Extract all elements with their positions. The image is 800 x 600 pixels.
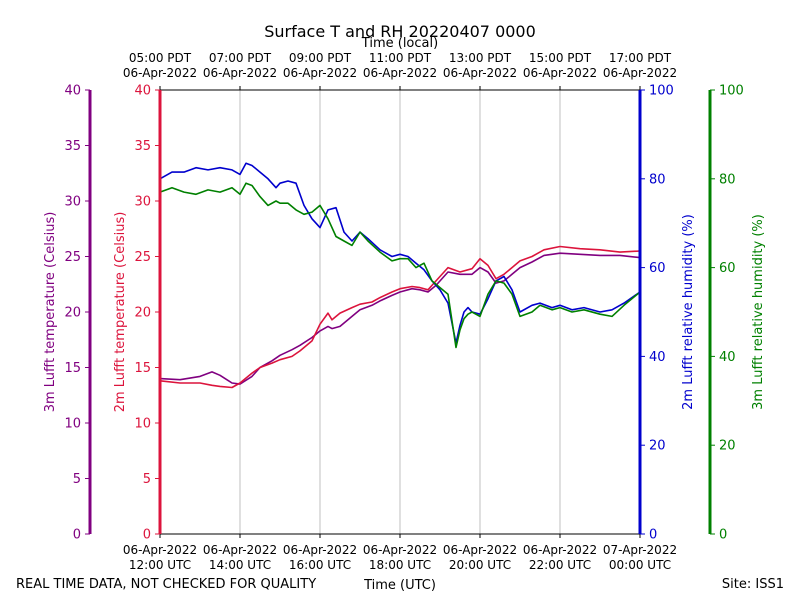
y-tick-label-rh2: 40: [649, 350, 666, 365]
x-tick-label-top-date: 06-Apr-2022: [523, 66, 597, 80]
y-axis-label-rh3: 3m Lufft relative humidity (%): [751, 214, 766, 410]
x-tick-label-bottom-date: 06-Apr-2022: [203, 543, 277, 557]
y-axis-label-rh2: 2m Lufft relative humidity (%): [681, 214, 696, 410]
x-tick-label-top-time: 07:00 PDT: [209, 51, 272, 65]
y-tick-label-t3: 35: [64, 139, 81, 154]
x-tick-label-bottom-time: 14:00 UTC: [209, 558, 271, 572]
y-tick-label-t2: 35: [134, 139, 151, 154]
axis-2m-humidity: 0 20 40 60 80 100 2m Lufft relative humidity (…: [638, 84, 696, 543]
y-tick-label-t2: 40: [134, 84, 151, 99]
y-tick-label-rh3: 100: [719, 84, 744, 99]
y-tick-label-t2: 10: [134, 417, 151, 432]
y-tick-label-t3: 20: [64, 306, 81, 321]
x-tick-label-top-time: 11:00 PDT: [369, 51, 432, 65]
y-tick-label-t2: 0: [143, 528, 151, 543]
series-line-t2: [159, 245, 641, 389]
y-tick-label-t2: 5: [143, 472, 151, 487]
series-line-rh2: [159, 162, 641, 344]
x-axis-label: Time (UTC): [363, 578, 436, 593]
y-tick-label-t3: 25: [64, 250, 81, 265]
x-tick-label-top-time: 09:00 PDT: [289, 51, 352, 65]
x-tick-label-bottom-date: 07-Apr-2022: [603, 543, 677, 557]
x-tick-label-bottom-date: 06-Apr-2022: [123, 543, 197, 557]
y-tick-label-t3: 0: [73, 528, 81, 543]
y-tick-label-rh3: 20: [719, 439, 736, 454]
x-tick-label-bottom-date: 06-Apr-2022: [523, 543, 597, 557]
y-tick-label-rh3: 40: [719, 350, 736, 365]
y-tick-label-rh3: 80: [719, 172, 736, 187]
x-tick-label-top-time: 13:00 PDT: [449, 51, 512, 65]
footer-quality-note: REAL TIME DATA, NOT CHECKED FOR QUALITY: [16, 577, 316, 592]
x-tick-label-bottom-time: 00:00 UTC: [609, 558, 671, 572]
y-tick-label-rh2: 60: [649, 261, 666, 276]
x-tick-label-bottom-date: 06-Apr-2022: [443, 543, 517, 557]
x-tick-label-top-date: 06-Apr-2022: [283, 66, 357, 80]
chart-title: Surface T and RH 20220407 0000: [264, 22, 536, 41]
x-tick-label-bottom-time: 16:00 UTC: [289, 558, 351, 572]
y-tick-label-rh3: 60: [719, 261, 736, 276]
x-tick-label-top-date: 06-Apr-2022: [603, 66, 677, 80]
y-tick-label-rh2: 0: [649, 528, 657, 543]
y-tick-label-t2: 20: [134, 306, 151, 321]
x-tick-label-top-date: 06-Apr-2022: [443, 66, 517, 80]
y-tick-label-t3: 40: [64, 84, 81, 99]
series-line-t3: [159, 252, 641, 385]
x-tick-label-bottom-time: 22:00 UTC: [529, 558, 591, 572]
top-axis-title: Time (local): [361, 36, 438, 51]
y-axis-label-t3: 3m Lufft temperature (Celsius): [43, 212, 58, 413]
y-tick-label-t3: 30: [64, 195, 81, 210]
series-line-rh3: [159, 182, 641, 349]
x-tick-label-top-time: 15:00 PDT: [529, 51, 592, 65]
footer-site: Site: ISS1: [722, 577, 784, 592]
x-tick-label-top-time: 17:00 PDT: [609, 51, 672, 65]
x-tick-label-top-date: 06-Apr-2022: [363, 66, 437, 80]
axis-2m-temperature: 0 5 10 15 20 25 30 35 40 2m Lufft temperature (Ce…: [113, 84, 162, 543]
grid: [239, 90, 561, 534]
series-group: [159, 162, 641, 389]
y-tick-label-t2: 25: [134, 250, 151, 265]
x-tick-label-bottom-date: 06-Apr-2022: [363, 543, 437, 557]
axis-3m-temperature: 0 5 10 15 20 25 30 35 40 3m Lufft temperature (Ce…: [43, 84, 92, 543]
x-tick-label-bottom-date: 06-Apr-2022: [283, 543, 357, 557]
y-axis-label-t2: 2m Lufft temperature (Celsius): [113, 212, 128, 413]
x-tick-label-top-date: 06-Apr-2022: [123, 66, 197, 80]
y-tick-label-rh2: 80: [649, 172, 666, 187]
x-tick-label-top-date: 06-Apr-2022: [203, 66, 277, 80]
y-tick-label-rh3: 0: [719, 528, 727, 543]
y-tick-label-rh2: 100: [649, 84, 674, 99]
x-tick-label-bottom-time: 12:00 UTC: [129, 558, 191, 572]
y-tick-label-t3: 10: [64, 417, 81, 432]
x-tick-label-bottom-time: 18:00 UTC: [369, 558, 431, 572]
x-tick-label-top-time: 05:00 PDT: [129, 51, 192, 65]
y-tick-label-t3: 5: [73, 472, 81, 487]
y-tick-label-rh2: 20: [649, 439, 666, 454]
y-tick-label-t2: 15: [134, 361, 151, 376]
y-tick-label-t2: 30: [134, 195, 151, 210]
axis-3m-humidity: 0 20 40 60 80 100 3m Lufft relative humidity (…: [708, 84, 766, 543]
y-tick-label-t3: 15: [64, 361, 81, 376]
x-tick-label-bottom-time: 20:00 UTC: [449, 558, 511, 572]
